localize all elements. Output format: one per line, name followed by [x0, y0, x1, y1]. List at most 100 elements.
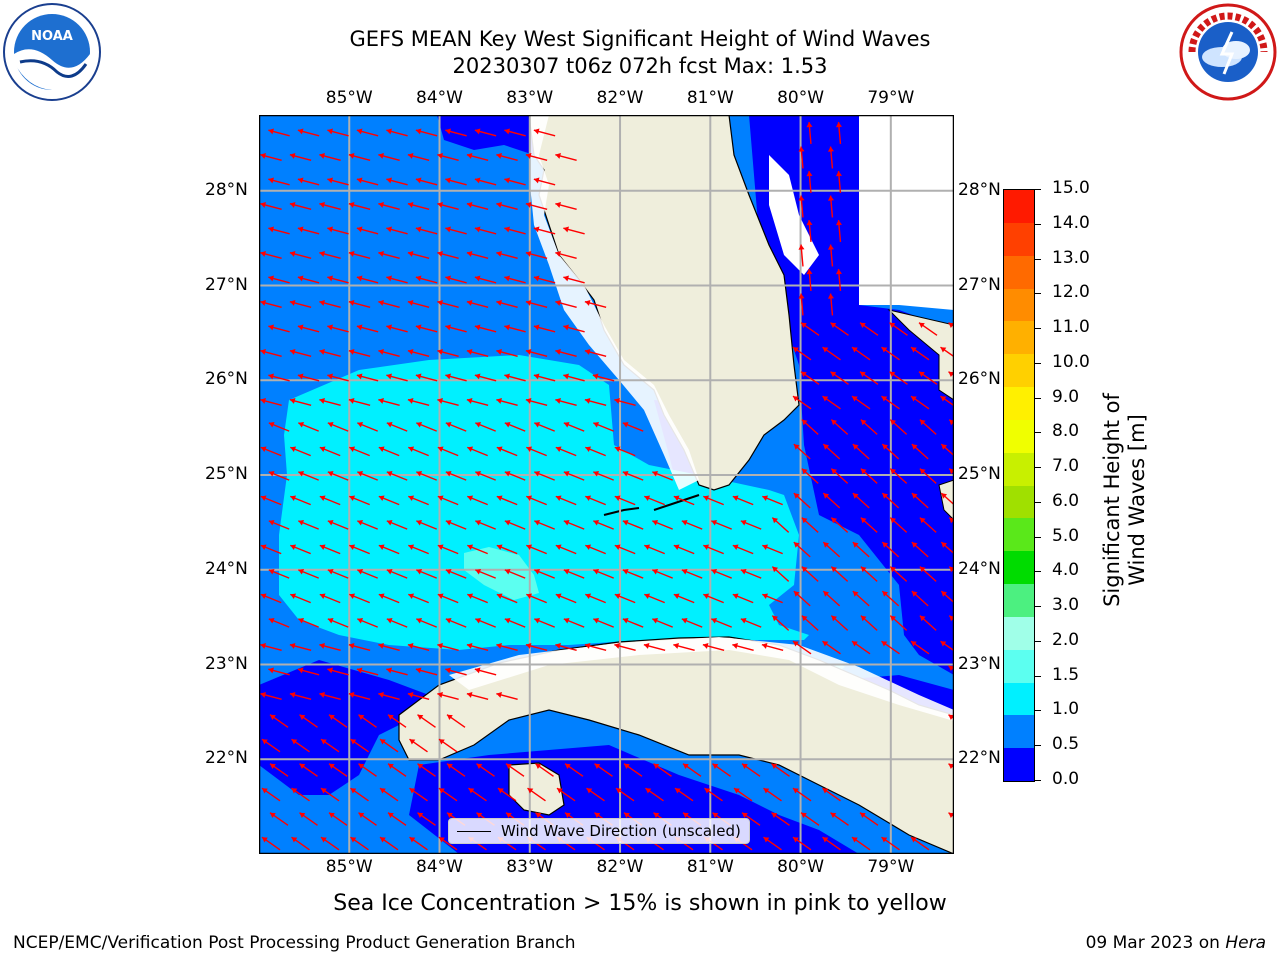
wave-direction-arrow	[348, 349, 371, 358]
colorbar-swatch	[1004, 387, 1034, 421]
wave-direction-arrow	[260, 251, 282, 260]
wave-direction-arrow	[822, 443, 841, 460]
wave-direction-arrow	[260, 300, 282, 309]
wave-direction-arrow	[467, 446, 488, 457]
colorbar-swatch	[1004, 452, 1034, 486]
wave-direction-arrow	[268, 617, 290, 628]
wave-direction-arrow	[378, 300, 400, 309]
wave-direction-arrow	[327, 128, 349, 137]
wave-direction-arrow	[298, 519, 319, 530]
wave-direction-arrow	[417, 763, 436, 777]
wave-direction-arrow	[289, 643, 312, 652]
wave-direction-arrow	[386, 470, 408, 481]
lat-tick-label: 27°N	[958, 274, 1001, 295]
wave-direction-arrow	[407, 349, 430, 358]
wave-direction-arrow	[822, 346, 841, 361]
lon-tick-label: 80°W	[777, 88, 825, 108]
colorbar-tick-mark	[1034, 710, 1041, 712]
wave-direction-arrow	[357, 519, 378, 530]
wave-direction-arrow	[585, 495, 606, 506]
wave-direction-arrow	[350, 738, 369, 753]
wave-direction-arrow	[534, 617, 555, 628]
wave-direction-arrow	[437, 153, 459, 162]
wave-direction-arrow	[378, 349, 400, 358]
wave-direction-arrow	[328, 763, 348, 777]
wave-direction-arrow	[378, 251, 400, 260]
wave-direction-arrow	[328, 714, 348, 728]
wave-direction-arrow	[349, 495, 370, 506]
wave-direction-arrow	[319, 544, 341, 555]
wave-direction-arrow	[940, 443, 954, 460]
wave-direction-arrow	[496, 251, 518, 260]
wave-direction-arrow	[261, 787, 281, 802]
wave-direction-arrow	[910, 346, 930, 361]
wave-direction-arrow	[703, 495, 724, 506]
wave-direction-arrow	[534, 421, 555, 432]
wave-direction-arrow	[741, 812, 761, 826]
wave-direction-arrow	[268, 421, 290, 432]
wave-direction-arrow	[798, 195, 805, 218]
wave-direction-arrow	[496, 349, 518, 358]
wave-direction-arrow	[297, 324, 320, 333]
colorbar-swatch	[1004, 485, 1034, 519]
wave-direction-arrow	[622, 519, 644, 530]
wave-direction-arrow	[327, 667, 349, 676]
lat-tick-label: 26°N	[958, 369, 1001, 390]
wave-direction-arrow	[911, 443, 929, 460]
wave-direction-arrow	[496, 202, 518, 211]
wave-direction-arrow	[445, 177, 467, 186]
wave-direction-arrow	[438, 836, 458, 851]
wave-direction-arrow	[614, 398, 636, 407]
wave-direction-arrow	[859, 322, 879, 336]
wave-direction-arrow	[740, 568, 762, 579]
sea-ice-caption: Sea Ice Concentration > 15% is shown in …	[333, 891, 947, 916]
wave-direction-arrow	[260, 643, 282, 652]
nws-logo	[1178, 2, 1278, 102]
wave-direction-arrow	[290, 544, 311, 555]
wave-direction-arrow	[408, 544, 429, 555]
wave-direction-arrow	[585, 446, 606, 457]
wave-direction-arrow	[356, 275, 379, 284]
colorbar-tick-mark	[1034, 293, 1041, 295]
wave-direction-arrow	[593, 519, 614, 530]
wave-direction-arrow	[387, 812, 407, 826]
wave-direction-arrow	[806, 219, 813, 243]
wave-direction-arrow	[416, 421, 437, 432]
wave-direction-arrow	[830, 419, 849, 435]
wave-direction-arrow	[378, 593, 400, 604]
wave-direction-arrow	[702, 643, 725, 652]
colorbar	[1003, 189, 1035, 782]
wave-direction-arrow	[827, 244, 834, 267]
wave-direction-arrow	[387, 763, 407, 777]
wave-direction-arrow	[408, 495, 429, 506]
wave-direction-arrow	[859, 371, 879, 385]
wave-direction-arrow	[416, 568, 437, 579]
wave-direction-arrow	[407, 153, 430, 162]
wave-direction-arrow	[474, 324, 497, 333]
wave-direction-arrow	[711, 568, 732, 579]
wave-direction-arrow	[468, 787, 487, 802]
wave-direction-arrow	[348, 202, 371, 211]
wave-direction-arrow	[445, 275, 467, 284]
wave-direction-arrow	[289, 349, 312, 358]
wave-direction-arrow	[416, 470, 437, 481]
wave-direction-arrow	[356, 226, 379, 235]
wave-direction-arrow	[298, 470, 319, 481]
wave-direction-arrow	[504, 568, 526, 579]
wave-direction-arrow	[407, 643, 430, 652]
wave-direction-arrow	[652, 568, 673, 579]
wave-direction-arrow	[860, 566, 878, 582]
colorbar-tick-mark	[1034, 362, 1041, 364]
wave-direction-arrow	[792, 787, 812, 802]
wave-direction-arrow	[643, 643, 666, 652]
wave-direction-arrow	[644, 495, 665, 506]
wave-direction-arrow	[437, 643, 459, 652]
colorbar-tick-label: 12.0	[1052, 282, 1090, 303]
wave-direction-arrow	[496, 300, 518, 309]
wave-direction-arrow	[822, 492, 841, 509]
wave-direction-arrow	[260, 398, 282, 407]
wave-direction-arrow	[437, 202, 459, 211]
wave-direction-arrow	[535, 763, 554, 777]
wave-direction-arrow	[297, 373, 320, 382]
wave-direction-arrow	[268, 275, 290, 284]
